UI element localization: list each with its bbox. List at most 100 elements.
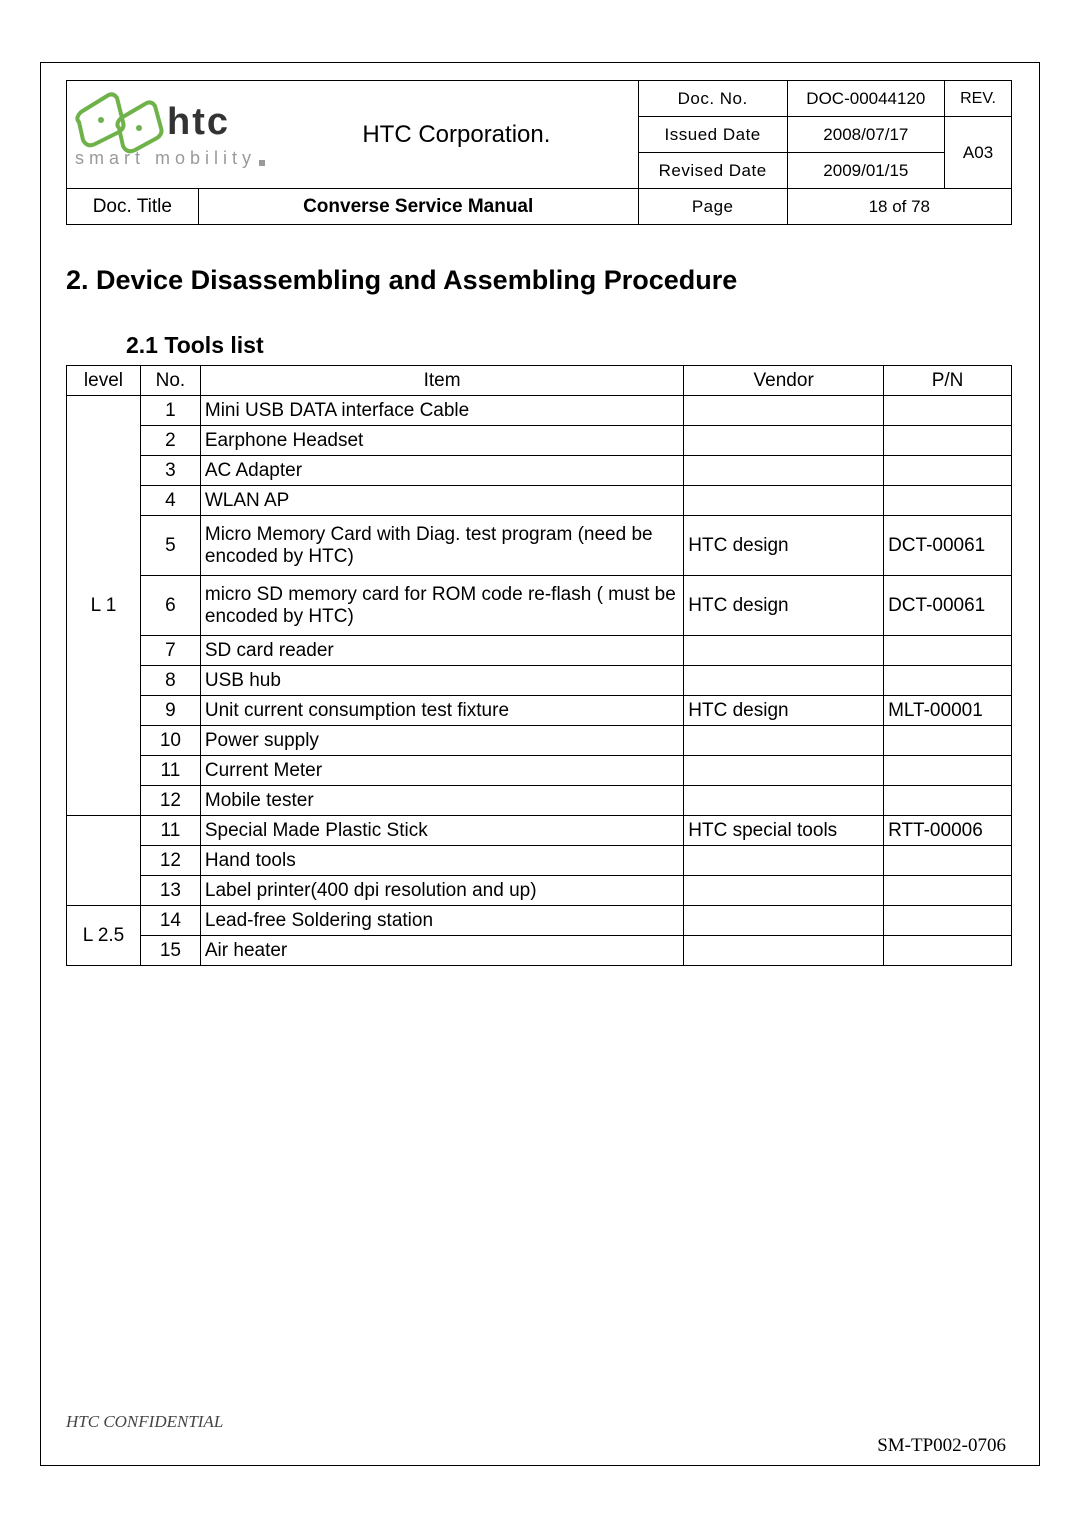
item-cell: Air heater [200, 936, 683, 966]
no-cell: 11 [140, 756, 200, 786]
no-cell: 15 [140, 936, 200, 966]
tools-table: level No. Item Vendor P/N L 11Mini USB D… [66, 365, 1012, 966]
item-cell: Micro Memory Card with Diag. test progra… [200, 516, 683, 576]
table-row: 3AC Adapter [67, 456, 1012, 486]
table-row: 5Micro Memory Card with Diag. test progr… [67, 516, 1012, 576]
vendor-cell: HTC design [684, 696, 884, 726]
no-cell: 2 [140, 426, 200, 456]
vendor-cell [684, 396, 884, 426]
item-cell: micro SD memory card for ROM code re-fla… [200, 576, 683, 636]
issued-date-value: 2008/07/17 [787, 117, 945, 153]
item-cell: Unit current consumption test fixture [200, 696, 683, 726]
col-no: No. [140, 366, 200, 396]
pn-cell [884, 876, 1012, 906]
page-content: htc smart mobility HTC Corporation. Doc.… [66, 80, 1012, 966]
no-cell: 13 [140, 876, 200, 906]
pn-cell: MLT-00001 [884, 696, 1012, 726]
item-cell: Label printer(400 dpi resolution and up) [200, 876, 683, 906]
no-cell: 1 [140, 396, 200, 426]
pn-cell [884, 786, 1012, 816]
table-row: 12Mobile tester [67, 786, 1012, 816]
vendor-cell [684, 786, 884, 816]
item-cell: AC Adapter [200, 456, 683, 486]
item-cell: SD card reader [200, 636, 683, 666]
rev-label: REV. [945, 81, 1012, 117]
item-cell: Current Meter [200, 756, 683, 786]
vendor-cell [684, 666, 884, 696]
item-cell: Special Made Plastic Stick [200, 816, 683, 846]
pn-cell [884, 486, 1012, 516]
no-cell: 12 [140, 786, 200, 816]
section-heading-2-1: 2.1 Tools list [126, 332, 1012, 359]
item-cell: Mobile tester [200, 786, 683, 816]
revised-date-label: Revised Date [638, 153, 787, 189]
vendor-cell: HTC design [684, 516, 884, 576]
doc-no-label: Doc. No. [638, 81, 787, 117]
pn-cell [884, 906, 1012, 936]
footer-confidential: HTC CONFIDENTIAL [66, 1412, 223, 1432]
revised-date-value: 2009/01/15 [787, 153, 945, 189]
item-cell: USB hub [200, 666, 683, 696]
vendor-cell [684, 876, 884, 906]
col-item: Item [200, 366, 683, 396]
table-row: L 11Mini USB DATA interface Cable [67, 396, 1012, 426]
item-cell: Earphone Headset [200, 426, 683, 456]
vendor-cell: HTC design [684, 576, 884, 636]
table-row: 8USB hub [67, 666, 1012, 696]
table-row: 4WLAN AP [67, 486, 1012, 516]
pn-cell [884, 846, 1012, 876]
no-cell: 14 [140, 906, 200, 936]
pn-cell [884, 726, 1012, 756]
col-vendor: Vendor [684, 366, 884, 396]
no-cell: 3 [140, 456, 200, 486]
vendor-cell [684, 756, 884, 786]
no-cell: 8 [140, 666, 200, 696]
table-row: 15Air heater [67, 936, 1012, 966]
vendor-cell [684, 936, 884, 966]
no-cell: 11 [140, 816, 200, 846]
vendor-cell [684, 426, 884, 456]
vendor-cell [684, 456, 884, 486]
issued-date-label: Issued Date [638, 117, 787, 153]
table-row: 9Unit current consumption test fixtureHT… [67, 696, 1012, 726]
level-cell: L 2.5 [67, 906, 141, 966]
pn-cell [884, 636, 1012, 666]
svg-text:smart mobility: smart mobility [75, 148, 256, 168]
pn-cell: RTT-00006 [884, 816, 1012, 846]
doc-header-table: htc smart mobility HTC Corporation. Doc.… [66, 80, 1012, 225]
no-cell: 10 [140, 726, 200, 756]
table-row: 12Hand tools [67, 846, 1012, 876]
table-row: 11Special Made Plastic StickHTC special … [67, 816, 1012, 846]
logo-company-cell: htc smart mobility HTC Corporation. [67, 81, 639, 189]
pn-cell [884, 936, 1012, 966]
vendor-cell: HTC special tools [684, 816, 884, 846]
table-row: 6micro SD memory card for ROM code re-fl… [67, 576, 1012, 636]
tools-header-row: level No. Item Vendor P/N [67, 366, 1012, 396]
col-level: level [67, 366, 141, 396]
vendor-cell [684, 846, 884, 876]
no-cell: 7 [140, 636, 200, 666]
table-row: 11Current Meter [67, 756, 1012, 786]
rev-value: A03 [945, 117, 1012, 189]
table-row: 2Earphone Headset [67, 426, 1012, 456]
htc-logo-icon: htc smart mobility [73, 92, 283, 177]
col-pn: P/N [884, 366, 1012, 396]
svg-text:htc: htc [167, 101, 230, 143]
pn-cell: DCT-00061 [884, 516, 1012, 576]
no-cell: 6 [140, 576, 200, 636]
footer-doc-code: SM-TP002-0706 [877, 1435, 1006, 1457]
table-row: 7SD card reader [67, 636, 1012, 666]
table-row: L 2.514Lead-free Soldering station [67, 906, 1012, 936]
item-cell: Power supply [200, 726, 683, 756]
pn-cell [884, 456, 1012, 486]
item-cell: Mini USB DATA interface Cable [200, 396, 683, 426]
table-row: 10Power supply [67, 726, 1012, 756]
doc-no-value: DOC-00044120 [787, 81, 945, 117]
doc-title-label: Doc. Title [67, 189, 199, 225]
vendor-cell [684, 636, 884, 666]
pn-cell [884, 666, 1012, 696]
company-name: HTC Corporation. [285, 121, 638, 149]
vendor-cell [684, 726, 884, 756]
vendor-cell [684, 486, 884, 516]
page-label: Page [638, 189, 787, 225]
